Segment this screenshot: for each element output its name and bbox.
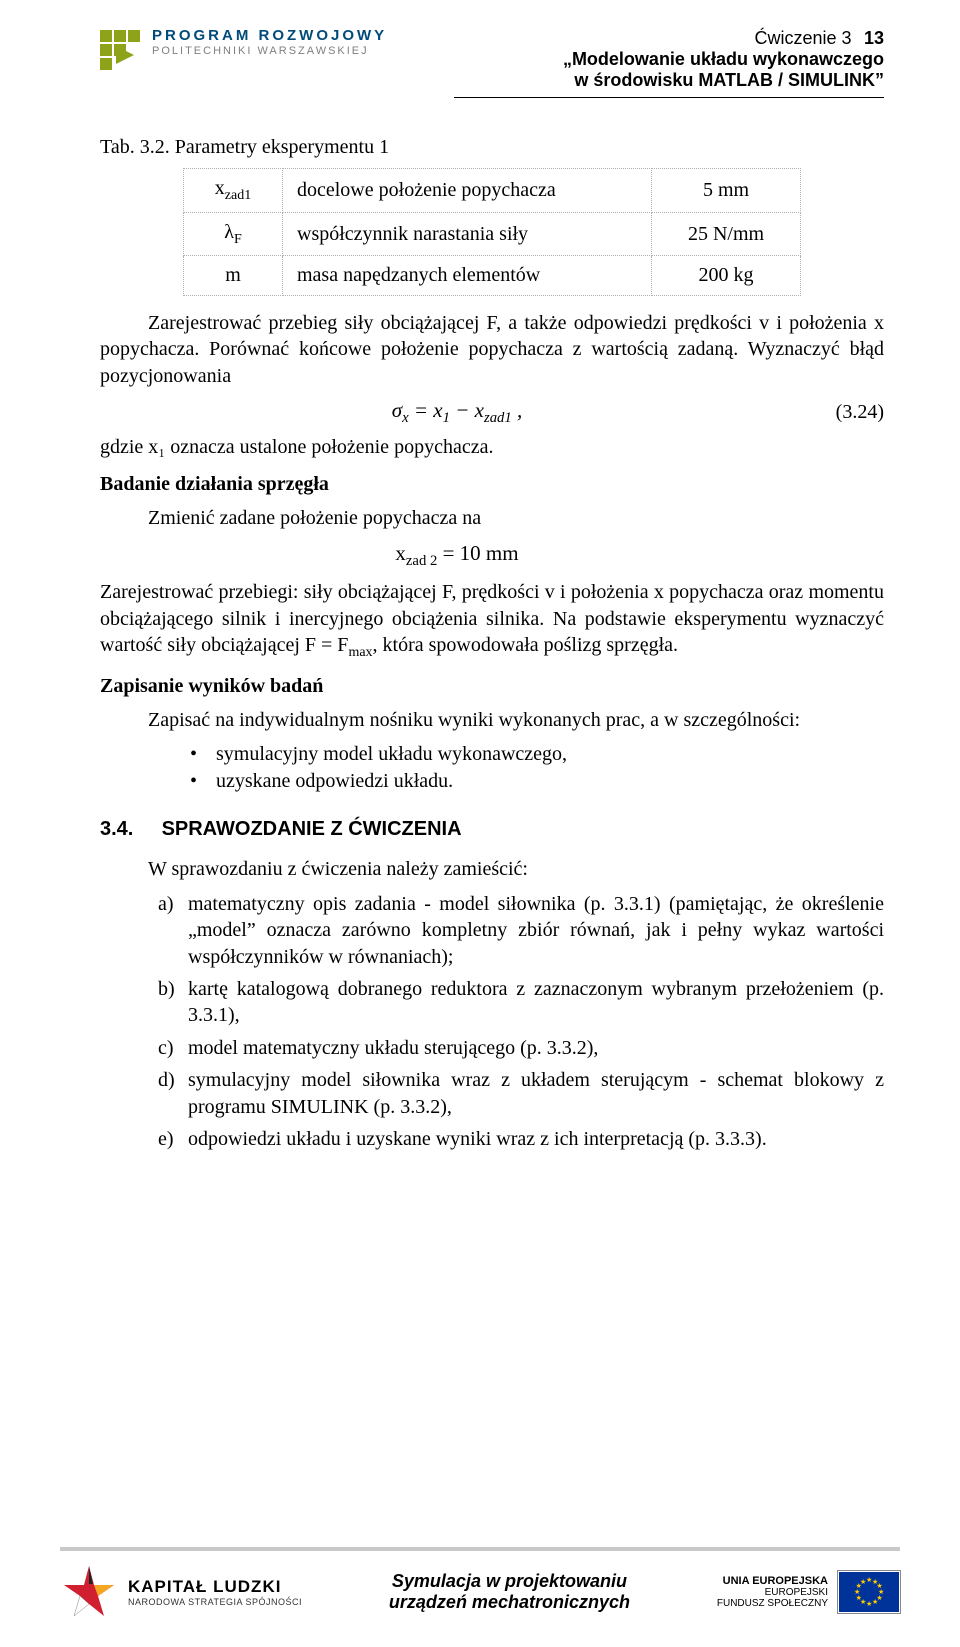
alpha-list: a)matematyczny opis zadania - model siło… bbox=[158, 891, 884, 1153]
table-row: xzad1 docelowe położenie popychacza 5 mm bbox=[184, 169, 801, 212]
section-title: SPRAWOZDANIE Z ĆWICZENIA bbox=[162, 818, 462, 840]
para-wspraw: W sprawozdaniu z ćwiczenia należy zamieś… bbox=[100, 856, 884, 882]
footer-title-line2: urządzeń mechatronicznych bbox=[389, 1592, 630, 1613]
list-item: uzyskane odpowiedzi układu. bbox=[190, 768, 884, 794]
list-item: b)kartę katalogową dobranego reduktora z… bbox=[158, 976, 884, 1029]
footer-title-line1: Symulacja w projektowaniu bbox=[389, 1571, 630, 1592]
page-number: 13 bbox=[864, 28, 884, 48]
logo-mark-icon bbox=[100, 28, 142, 80]
header-right: Ćwiczenie 3 13 „Modelowanie układu wykon… bbox=[454, 28, 884, 98]
heading-badanie: Badanie działania sprzęgła bbox=[100, 471, 884, 497]
cell-desc: masa napędzanych elementów bbox=[283, 256, 652, 295]
kapital-ludzki-logo: KAPITAŁ LUDZKI NARODOWA STRATEGIA SPÓJNO… bbox=[60, 1563, 302, 1621]
para-register2: Zarejestrować przebiegi: siły obciążając… bbox=[100, 579, 884, 662]
section-heading-3-4: 3.4. SPRAWOZDANIE Z ĆWICZENIA bbox=[100, 816, 884, 842]
footer-center: Symulacja w projektowaniu urządzeń mecha… bbox=[389, 1571, 630, 1613]
bullet-list: symulacyjny model układu wykonawczego, u… bbox=[190, 741, 884, 794]
section-number: 3.4. bbox=[100, 816, 156, 842]
list-item: a)matematyczny opis zadania - model siło… bbox=[158, 891, 884, 970]
table-row: λF współczynnik narastania siły 25 N/mm bbox=[184, 212, 801, 255]
doc-title-line2: w środowisku MATLAB / SIMULINK” bbox=[454, 70, 884, 91]
list-item: c)model matematyczny układu sterującego … bbox=[158, 1035, 884, 1061]
list-item: e)odpowiedzi układu i uzyskane wyniki wr… bbox=[158, 1126, 884, 1152]
logo-line1: PROGRAM ROZWOJOWY bbox=[152, 28, 387, 45]
page-header: PROGRAM ROZWOJOWY POLITECHNIKI WARSZAWSK… bbox=[100, 28, 884, 98]
cell-desc: współczynnik narastania siły bbox=[283, 212, 652, 255]
logo-line2: POLITECHNIKI WARSZAWSKIEJ bbox=[152, 45, 387, 57]
footer-separator bbox=[60, 1547, 900, 1551]
para-register: Zarejestrować przebieg siły obciążającej… bbox=[100, 310, 884, 389]
equation-body: σx = x1 − xzad1 , bbox=[100, 397, 814, 429]
page-footer: KAPITAŁ LUDZKI NARODOWA STRATEGIA SPÓJNO… bbox=[0, 1547, 960, 1647]
page-content: Tab. 3.2. Parametry eksperymentu 1 xzad1… bbox=[100, 134, 884, 1152]
para-gdzie: gdzie x₁ oznacza ustalone położenie popy… bbox=[100, 434, 884, 460]
cell-symbol: xzad1 bbox=[184, 169, 283, 212]
list-item: d)symulacyjny model siłownika wraz z ukł… bbox=[158, 1067, 884, 1120]
doc-title-line1: „Modelowanie układu wykonawczego bbox=[454, 49, 884, 70]
cell-desc: docelowe położenie popychacza bbox=[283, 169, 652, 212]
equation-3-24: σx = x1 − xzad1 , (3.24) bbox=[100, 397, 884, 429]
kl-subtitle: NARODOWA STRATEGIA SPÓJNOŚCI bbox=[128, 1597, 302, 1607]
equation-xzad2: xzad 2 = 10 mm bbox=[100, 540, 884, 572]
cell-value: 25 N/mm bbox=[652, 212, 801, 255]
cell-value: 200 kg bbox=[652, 256, 801, 295]
table-row: m masa napędzanych elementów 200 kg bbox=[184, 256, 801, 295]
equation-number: (3.24) bbox=[814, 399, 884, 425]
list-item: symulacyjny model układu wykonawczego, bbox=[190, 741, 884, 767]
kl-star-icon bbox=[60, 1563, 118, 1621]
cell-value: 5 mm bbox=[652, 169, 801, 212]
eu-line1: UNIA EUROPEJSKA bbox=[717, 1575, 828, 1587]
cell-symbol: λF bbox=[184, 212, 283, 255]
para-zapisac: Zapisać na indywidualnym nośniku wyniki … bbox=[100, 707, 884, 733]
params-table: xzad1 docelowe położenie popychacza 5 mm… bbox=[183, 168, 801, 295]
kl-title: KAPITAŁ LUDZKI bbox=[128, 1577, 302, 1597]
eu-line2: EUROPEJSKI bbox=[717, 1587, 828, 1598]
heading-zapisanie: Zapisanie wyników badań bbox=[100, 673, 884, 699]
eu-logo: UNIA EUROPEJSKA EUROPEJSKI FUNDUSZ SPOŁE… bbox=[717, 1571, 900, 1613]
header-separator bbox=[454, 97, 884, 98]
para-zmienic: Zmienić zadane położenie popychacza na bbox=[100, 505, 884, 531]
equation-body: xzad 2 = 10 mm bbox=[100, 540, 814, 572]
eu-line3: FUNDUSZ SPOŁECZNY bbox=[717, 1598, 828, 1609]
program-logo: PROGRAM ROZWOJOWY POLITECHNIKI WARSZAWSK… bbox=[100, 28, 387, 98]
exercise-label: Ćwiczenie 3 bbox=[754, 28, 851, 48]
cell-symbol: m bbox=[184, 256, 283, 295]
eu-flag-icon: ★★★★★★★★★★★★ bbox=[838, 1571, 900, 1613]
table-caption: Tab. 3.2. Parametry eksperymentu 1 bbox=[100, 134, 884, 160]
